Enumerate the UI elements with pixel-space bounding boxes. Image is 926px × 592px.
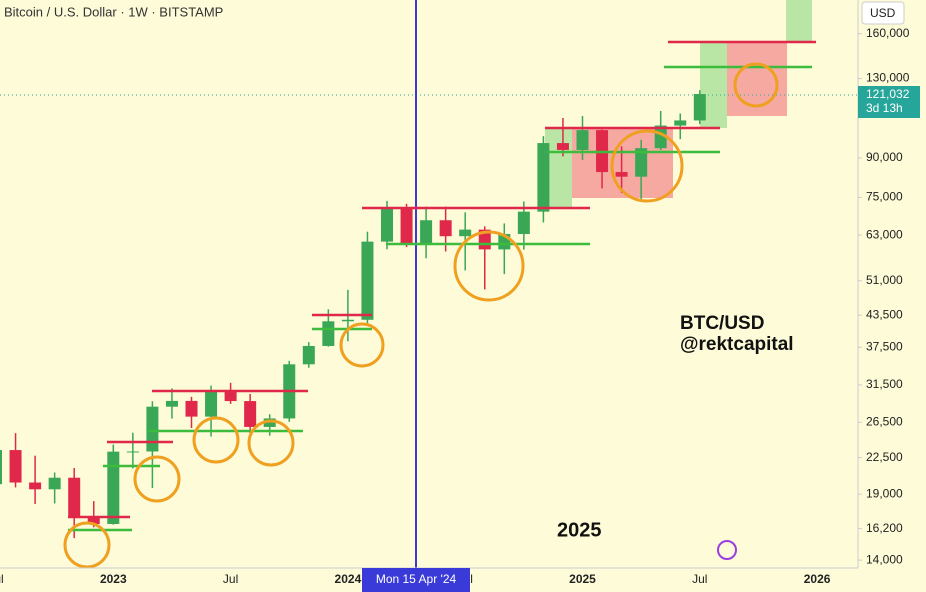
y-tick-label: 31,500 xyxy=(866,377,903,391)
candle-body xyxy=(29,482,42,490)
candle-body xyxy=(302,345,315,365)
green-box xyxy=(786,0,812,42)
annotations xyxy=(545,0,812,208)
levels xyxy=(68,40,816,532)
y-tick-label: 22,500 xyxy=(866,450,903,464)
circle xyxy=(733,62,779,108)
candle-body xyxy=(48,477,61,490)
y-tick-label: 19,000 xyxy=(866,486,903,500)
logo xyxy=(717,540,737,560)
currency: USD xyxy=(870,6,896,20)
y-tick-label: 51,000 xyxy=(866,273,903,287)
x-tick-label: 2026 xyxy=(804,572,831,586)
candle-body xyxy=(439,220,452,237)
circle xyxy=(192,416,240,464)
currency-box[interactable] xyxy=(861,1,905,25)
y-tick-label: 26,500 xyxy=(866,414,903,428)
candle-body xyxy=(693,94,706,121)
candle-body xyxy=(322,321,335,346)
x-tick-label: 2024 xyxy=(335,572,362,586)
x-tick-label: 2023 xyxy=(100,572,127,586)
y-tick-label: 160,000 xyxy=(866,26,910,40)
countdown: 3d 13h xyxy=(866,101,903,115)
circle xyxy=(453,230,525,302)
annotation: @rektcapital xyxy=(680,334,794,355)
chart-title: Bitcoin / U.S. Dollar · 1W · BITSTAMP xyxy=(4,4,223,19)
circles xyxy=(63,62,779,569)
y-tick-label: 130,000 xyxy=(866,71,910,85)
candle-body xyxy=(361,241,374,320)
candle-body xyxy=(107,451,120,524)
candle-body xyxy=(381,208,393,242)
candle-body xyxy=(635,148,648,177)
candle-body xyxy=(87,516,100,524)
candle-body xyxy=(537,143,550,212)
candle-body xyxy=(68,477,81,517)
y-tick-label: 75,000 xyxy=(866,190,903,204)
candle-body xyxy=(205,392,218,417)
candle-body xyxy=(576,130,589,150)
candle-body xyxy=(146,406,159,452)
x-tick-label: Jul xyxy=(692,572,707,586)
candle-body xyxy=(224,392,237,402)
circle xyxy=(610,129,684,203)
candle-body xyxy=(674,120,687,126)
candles xyxy=(0,90,706,539)
candle-body xyxy=(0,450,2,485)
circle xyxy=(63,521,111,569)
x-tick-label: Jul xyxy=(223,572,238,586)
green-box xyxy=(545,128,572,208)
candle-body xyxy=(165,400,178,407)
y-tick-label: 37,500 xyxy=(866,339,903,353)
x-tick-label: 2025 xyxy=(569,572,596,586)
y-tick-label: 63,000 xyxy=(866,227,903,241)
annotation: BTC/USD xyxy=(680,313,764,334)
circle xyxy=(247,419,295,467)
circle xyxy=(133,455,181,503)
annotation: 2025 xyxy=(557,519,602,541)
y-axis: 14,000 16,200 19,000 22,500 26,500 31,500 37,5… xyxy=(858,26,910,566)
crosshair-box xyxy=(362,568,470,592)
x-tick-label: Jul xyxy=(0,572,4,586)
y-tick-label: 43,500 xyxy=(866,307,903,321)
candle-body xyxy=(341,319,354,322)
y-tick-label: 16,200 xyxy=(866,521,903,535)
candle-body xyxy=(459,229,472,237)
price-box xyxy=(858,86,920,118)
candle-body xyxy=(126,451,139,453)
candle-body xyxy=(400,208,413,244)
last-price: 121,032 xyxy=(866,87,910,101)
circle xyxy=(339,322,385,368)
candle-body xyxy=(420,220,433,244)
y-tick-label: 14,000 xyxy=(866,552,903,566)
candle-body xyxy=(9,450,22,483)
candle-body xyxy=(263,418,276,427)
candle-body xyxy=(556,143,569,150)
candle-body xyxy=(185,400,198,417)
candle-body xyxy=(615,172,628,177)
candle-body xyxy=(517,211,530,234)
candle-body xyxy=(244,401,257,427)
y-tick-label: 90,000 xyxy=(866,150,903,164)
crosshair-label: Mon 15 Apr '24 xyxy=(376,572,457,586)
